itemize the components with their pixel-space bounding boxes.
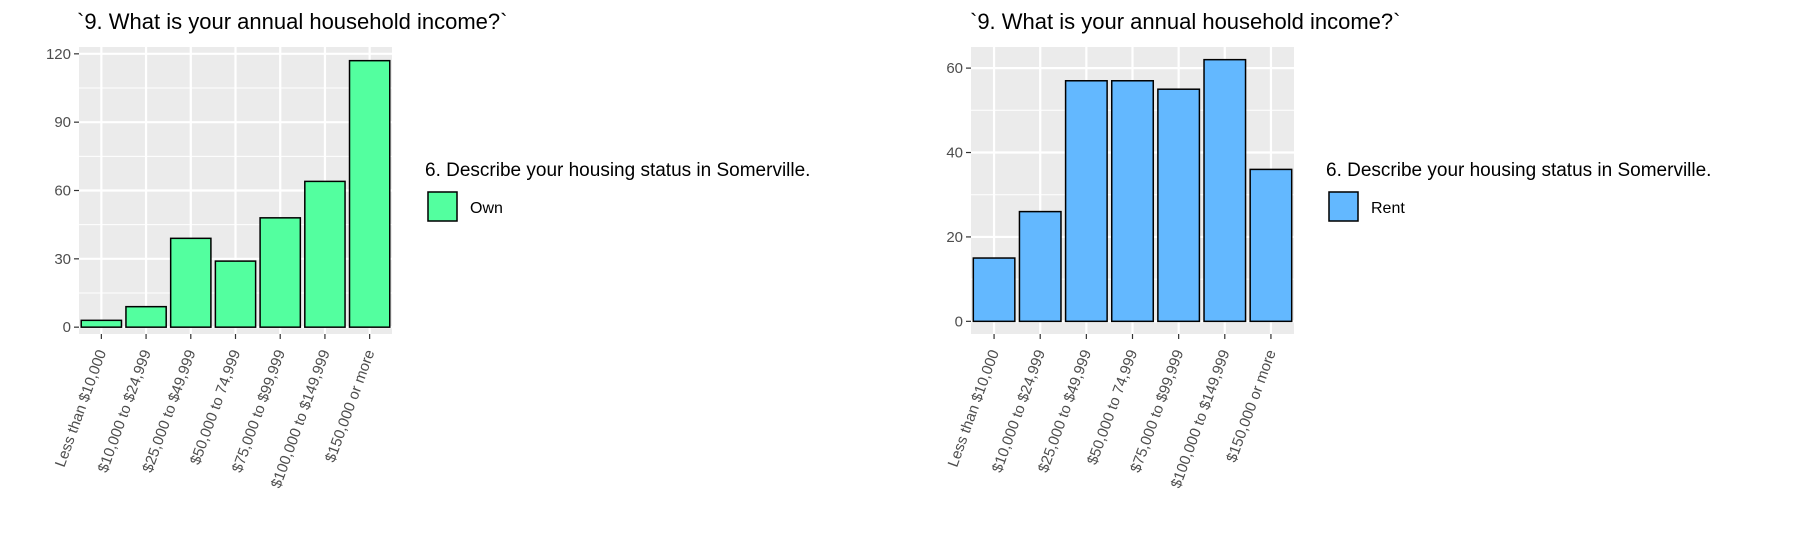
bar-1 <box>972 257 1016 323</box>
x-tick-label: $150,000 or more <box>1223 348 1279 465</box>
bar-7 <box>1249 168 1293 323</box>
legend-label: Own <box>470 200 503 217</box>
bar-7 <box>348 59 391 328</box>
legend-title: 6. Describe your housing status in Somer… <box>425 160 810 181</box>
legend-label: Rent <box>1371 200 1405 217</box>
bar-4 <box>214 260 257 328</box>
chart-1: `9. What is your annual household income… <box>46 9 811 491</box>
y-tick-label: 120 <box>46 46 71 63</box>
x-tick-label: $150,000 or more <box>322 348 378 465</box>
y-tick-label: 30 <box>54 251 71 268</box>
y-tick-label: 60 <box>946 60 963 77</box>
chart-title: `9. What is your annual household income… <box>970 9 1400 34</box>
x-tick-label: $50,000 to 74,999 <box>1084 348 1141 467</box>
y-tick-label: 60 <box>54 183 71 200</box>
bar-2 <box>125 305 167 328</box>
legend: 6. Describe your housing status in Somer… <box>425 160 810 222</box>
legend-swatch <box>1328 191 1359 222</box>
bar-2 <box>1018 210 1062 323</box>
y-tick-label: 0 <box>63 319 71 336</box>
y-tick-label: 20 <box>946 229 963 246</box>
bar-6 <box>1203 58 1247 323</box>
y-tick-label: 90 <box>54 114 71 131</box>
bar-6 <box>304 180 346 328</box>
chart-title: `9. What is your annual household income… <box>77 9 507 34</box>
legend-title: 6. Describe your housing status in Somer… <box>1326 160 1711 181</box>
bar-1 <box>80 319 123 328</box>
legend: 6. Describe your housing status in Somer… <box>1326 160 1711 222</box>
bar-4 <box>1110 80 1155 323</box>
bar-5 <box>1157 88 1201 323</box>
legend-swatch <box>427 191 458 222</box>
bar-3 <box>1064 80 1108 323</box>
bar-3 <box>169 237 212 328</box>
y-tick-label: 0 <box>955 313 963 330</box>
chart-2: `9. What is your annual household income… <box>945 9 1712 491</box>
x-tick-label: Less than $10,000 <box>945 348 1003 470</box>
y-tick-label: 40 <box>946 145 963 162</box>
bar-5 <box>259 217 302 328</box>
